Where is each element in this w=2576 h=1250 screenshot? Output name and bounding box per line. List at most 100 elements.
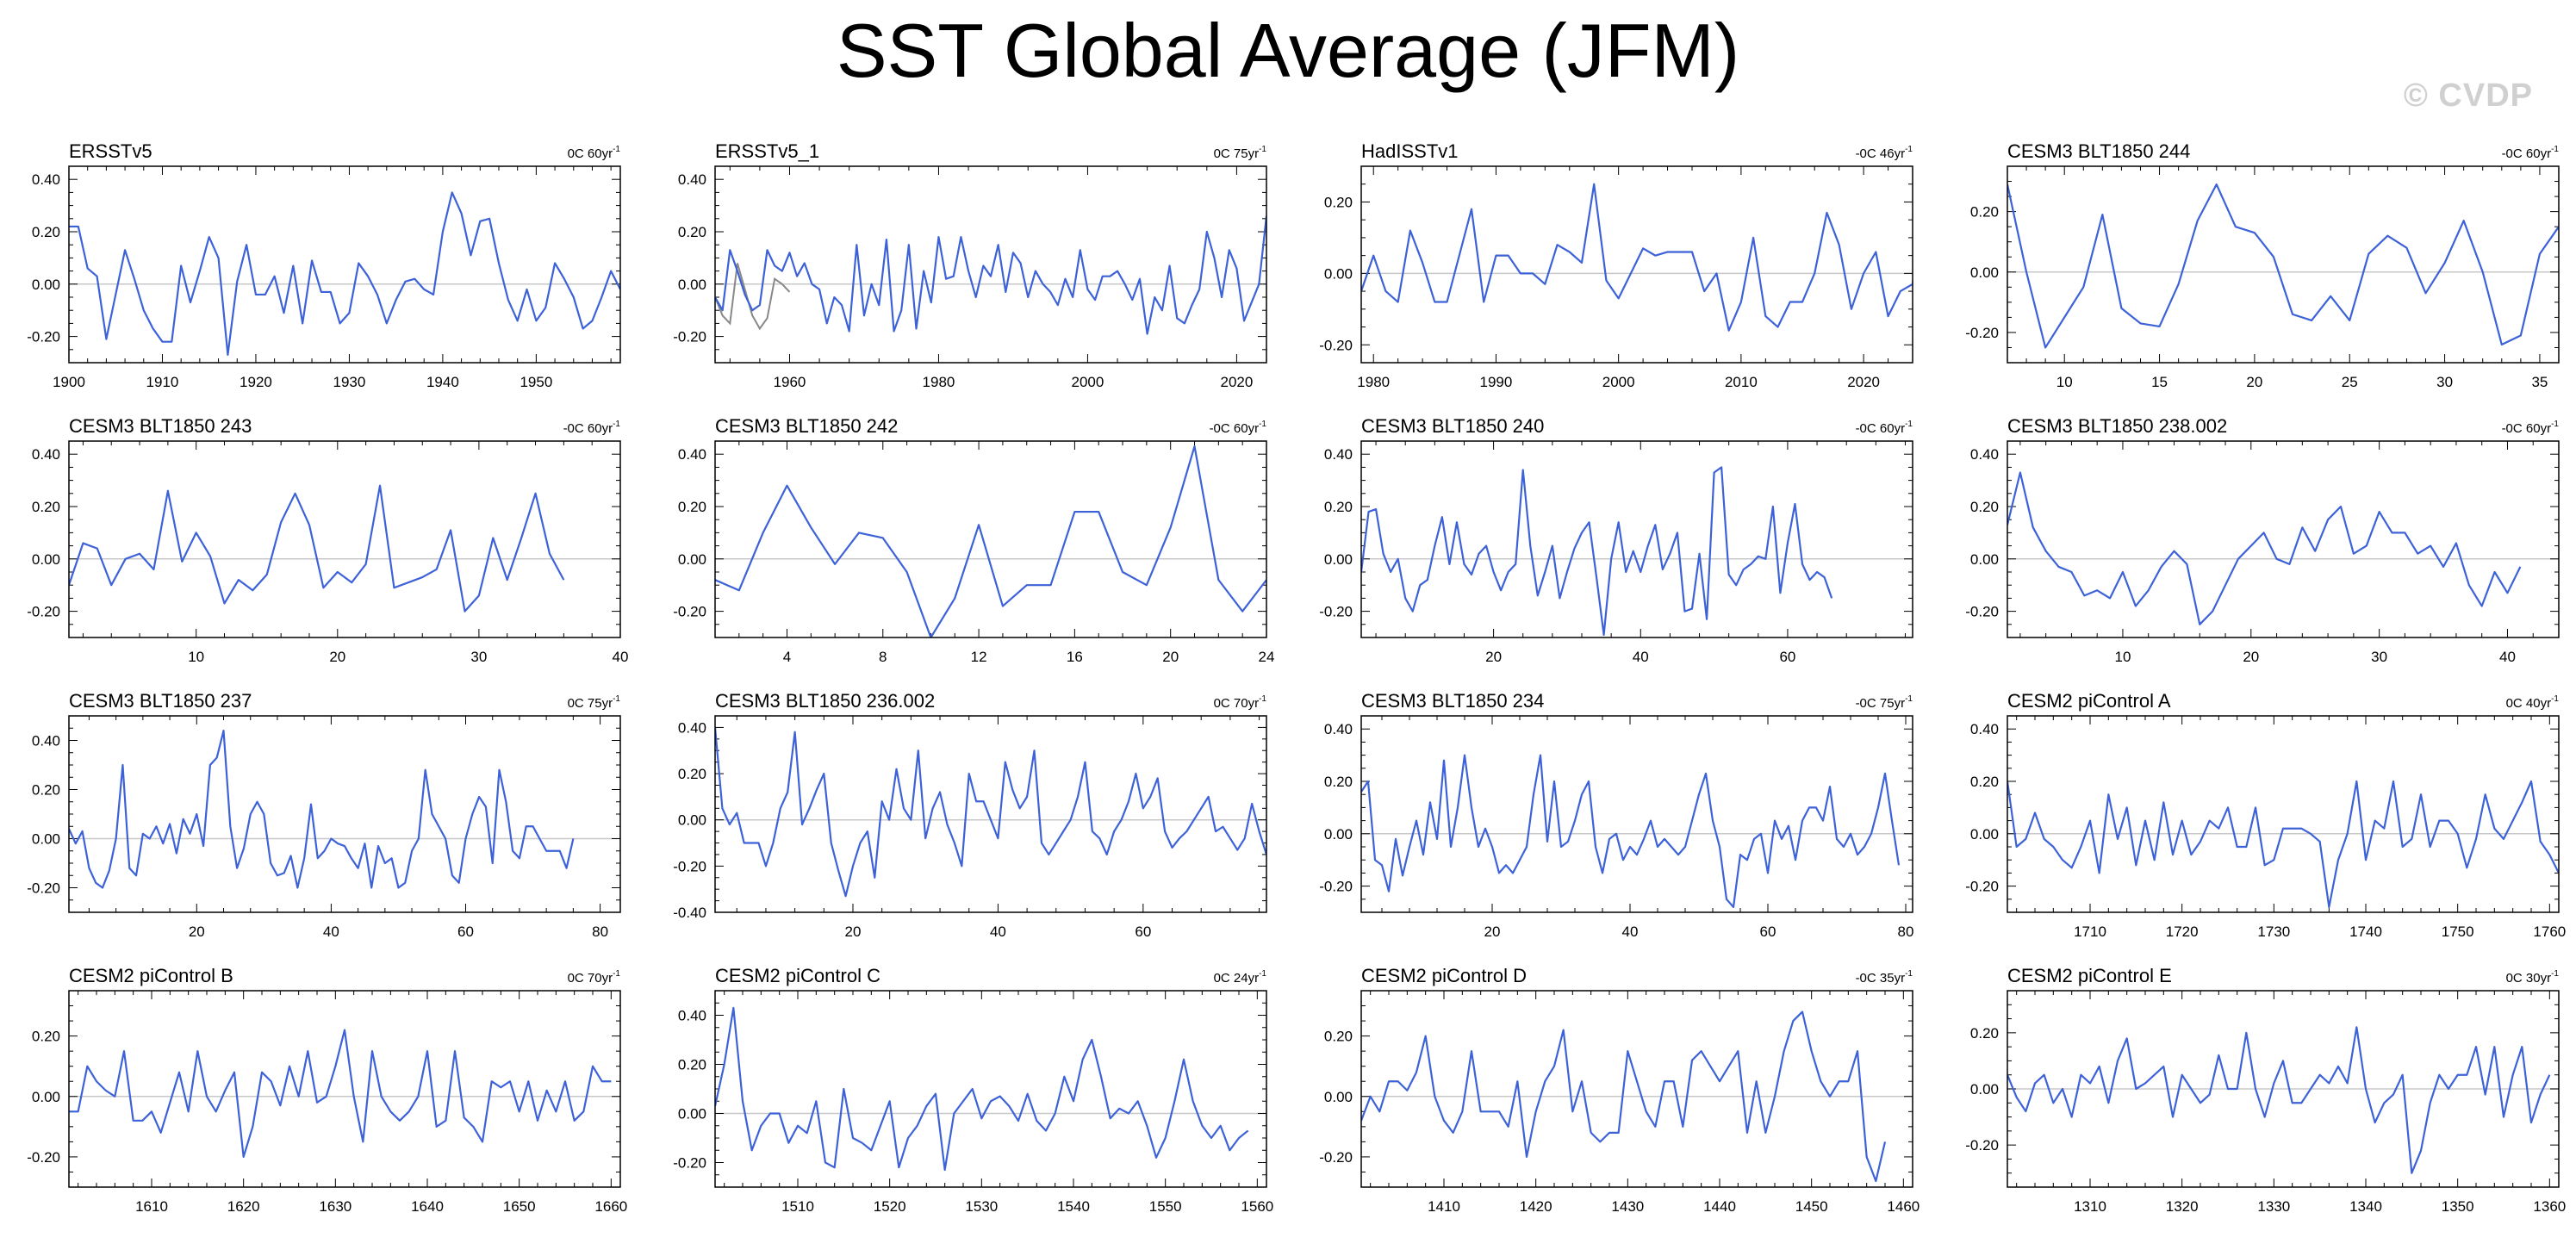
series-line — [69, 1029, 612, 1159]
y-tick-label: 0.00 — [678, 277, 706, 293]
watermark: © CVDP — [2403, 78, 2533, 114]
series-line — [2007, 780, 2559, 909]
panel-title: CESM3 BLT1850 244 — [2007, 140, 2190, 162]
y-tick-label: 0.20 — [1970, 1025, 1999, 1042]
x-tick-label: 1610 — [135, 1198, 168, 1215]
x-tick-label: 20 — [329, 649, 345, 665]
x-tick-label: 20 — [1484, 924, 1501, 940]
panel-title: CESM2 piControl D — [1361, 965, 1527, 986]
x-tick-label: 1510 — [781, 1198, 814, 1215]
series-line — [715, 215, 1266, 335]
x-tick-label: 2020 — [1847, 374, 1880, 390]
y-tick-label: 0.00 — [678, 812, 706, 829]
trend-label: -0C 75yr-1 — [1856, 694, 1913, 711]
y-tick-label: 0.00 — [1324, 1089, 1353, 1105]
series-line — [715, 727, 1266, 898]
x-tick-label: 1940 — [426, 374, 459, 390]
x-tick-label: 1980 — [923, 374, 955, 390]
x-tick-label: 1410 — [1428, 1198, 1460, 1215]
x-tick-label: 60 — [457, 924, 474, 940]
y-tick-label: 0.00 — [678, 1106, 706, 1123]
panel-title: CESM3 BLT1850 234 — [1361, 690, 1544, 712]
x-tick-label: 15 — [2151, 374, 2168, 390]
trend-label: -0C 60yr-1 — [1210, 420, 1267, 436]
trend-label: 0C 24yr-1 — [1214, 969, 1267, 986]
panel-title: CESM3 BLT1850 243 — [69, 415, 252, 437]
y-tick-label: 0.20 — [678, 499, 706, 515]
y-tick-label: 0.20 — [678, 766, 706, 782]
y-tick-label: 0.40 — [1970, 721, 1999, 737]
x-tick-label: 40 — [1633, 649, 1649, 665]
y-tick-label: -0.20 — [1965, 879, 1999, 895]
y-tick-label: 0.20 — [32, 499, 60, 515]
y-tick-label: 0.40 — [678, 1008, 706, 1024]
chart-panel-15: CESM2 piControl D -0C 35yr-1 0.20 0.00 -0.20… — [1319, 965, 1920, 1215]
chart-panel-8: CESM3 BLT1850 238.002 -0C 60yr-1 0.40 0.20 0… — [1965, 415, 2560, 665]
x-tick-label: 1710 — [2074, 924, 2106, 940]
plot-frame — [714, 715, 1267, 913]
x-tick-label: 1540 — [1057, 1198, 1090, 1215]
plot-frame — [68, 990, 621, 1188]
x-tick-label: 24 — [1259, 649, 1275, 665]
y-tick-label: -0.20 — [1965, 325, 1999, 341]
y-tick-label: 0.40 — [1970, 446, 1999, 463]
plot-frame — [1360, 165, 1913, 364]
y-tick-label: 0.40 — [678, 171, 706, 188]
x-tick-label: 1910 — [146, 374, 179, 390]
series-line — [715, 1006, 1249, 1172]
y-tick-label: 0.40 — [678, 719, 706, 736]
y-tick-label: -0.20 — [27, 329, 60, 345]
chart-panel-1: ERSSTv5 0C 60yr-1 0.40 0.20 0.00 -0.20 1900 191… — [27, 140, 621, 390]
y-tick-label: 0.20 — [678, 224, 706, 240]
x-tick-label: 80 — [1898, 924, 1914, 940]
plot-frame — [1360, 440, 1913, 638]
trend-label: -0C 60yr-1 — [2502, 420, 2560, 436]
series-line — [1361, 754, 1901, 909]
y-tick-label: -0.20 — [1965, 1137, 1999, 1154]
plot-frame — [2007, 440, 2560, 638]
plot-frame — [2007, 715, 2560, 913]
y-tick-label: -0.20 — [1319, 879, 1353, 895]
y-tick-label: -0.20 — [673, 1155, 706, 1172]
x-tick-label: 30 — [2436, 374, 2453, 390]
x-tick-label: 12 — [971, 649, 987, 665]
chart-panel-7: CESM3 BLT1850 240 -0C 60yr-1 0.40 0.20 0.00 -… — [1319, 415, 1913, 665]
panel-title: CESM2 piControl E — [2007, 965, 2172, 986]
y-tick-label: 0.00 — [1970, 551, 1999, 568]
y-tick-label: -0.40 — [673, 905, 706, 921]
chart-panel-9: CESM3 BLT1850 237 0C 75yr-1 0.40 0.20 0.00 -0… — [27, 690, 621, 940]
x-tick-label: 1530 — [965, 1198, 998, 1215]
y-tick-label: 0.00 — [32, 1089, 60, 1105]
series-line — [2007, 471, 2522, 625]
x-tick-label: 1760 — [2533, 924, 2566, 940]
x-tick-label: 1520 — [874, 1198, 906, 1215]
x-tick-label: 30 — [2371, 649, 2387, 665]
x-tick-label: 1420 — [1520, 1198, 1552, 1215]
y-tick-label: 0.40 — [32, 446, 60, 463]
x-tick-label: 10 — [2114, 649, 2131, 665]
chart-panel-14: CESM2 piControl C 0C 24yr-1 0.40 0.20 0.00 -0… — [673, 965, 1273, 1215]
x-tick-label: 40 — [2499, 649, 2516, 665]
y-tick-label: -0.20 — [673, 329, 706, 345]
y-tick-label: -0.20 — [27, 880, 60, 897]
trend-label: 0C 40yr-1 — [2506, 694, 2560, 711]
trend-label: 0C 75yr-1 — [568, 694, 621, 711]
plot-frame — [2007, 990, 2560, 1188]
x-tick-label: 60 — [1779, 649, 1795, 665]
x-tick-label: 1310 — [2074, 1198, 2106, 1215]
y-tick-label: 0.20 — [1324, 1029, 1353, 1045]
x-tick-label: 20 — [1162, 649, 1179, 665]
panel-title: CESM3 BLT1850 236.002 — [715, 690, 935, 712]
x-tick-label: 40 — [990, 924, 1006, 940]
y-tick-label: 0.40 — [678, 446, 706, 463]
x-tick-label: 1650 — [503, 1198, 536, 1215]
y-tick-label: -0.20 — [1319, 604, 1353, 620]
y-tick-label: -0.20 — [1965, 604, 1999, 620]
x-tick-label: 4 — [783, 649, 791, 665]
y-tick-label: -0.20 — [27, 1149, 60, 1166]
x-tick-label: 1620 — [227, 1198, 260, 1215]
x-tick-label: 1440 — [1703, 1198, 1736, 1215]
y-tick-label: 0.40 — [1324, 721, 1353, 737]
trend-label: -0C 60yr-1 — [563, 420, 621, 436]
series-line — [69, 484, 565, 613]
